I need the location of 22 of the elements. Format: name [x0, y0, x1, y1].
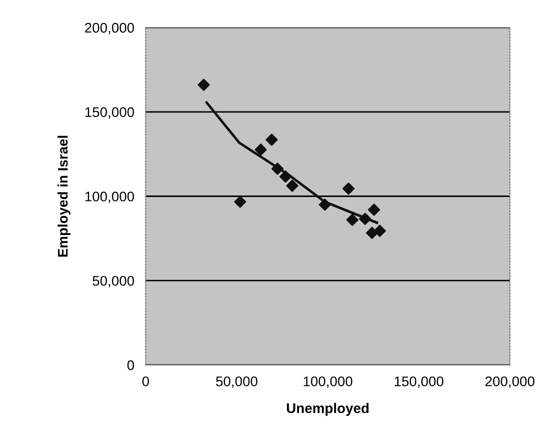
point: [286, 180, 298, 192]
point: [342, 182, 355, 195]
x-tick-label: 150,000: [394, 376, 444, 388]
line-series: [205, 101, 378, 224]
point: [234, 196, 246, 208]
y-tick-label: 100,000: [85, 192, 134, 204]
point: [374, 224, 386, 237]
point: [368, 204, 380, 216]
point: [266, 134, 278, 146]
point: [198, 78, 210, 91]
y-tick-label: 150,000: [85, 107, 134, 119]
point: [254, 144, 267, 156]
x-tick-label: 50,000: [216, 376, 258, 388]
point: [346, 214, 358, 226]
y-tick-label: 50,000: [92, 276, 134, 288]
y-tick-label: 0: [127, 360, 134, 370]
y-axis-title: Employed in Israel: [58, 136, 70, 257]
x-tick-label: 100,000: [304, 376, 352, 388]
x-tick-label: 0: [142, 376, 149, 386]
y-tick-label: 200,000: [85, 22, 134, 34]
x-tick-label: 200,000: [485, 376, 534, 388]
x-axis-title: Unemployed: [286, 402, 369, 416]
